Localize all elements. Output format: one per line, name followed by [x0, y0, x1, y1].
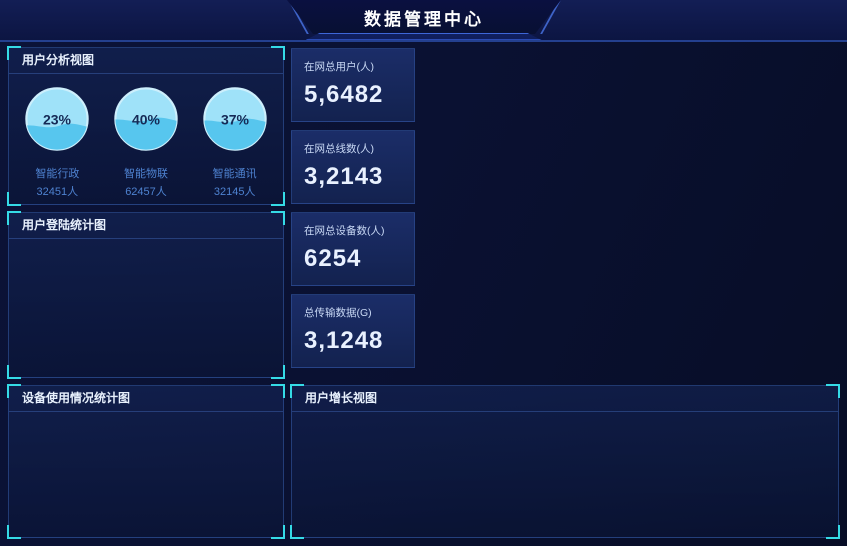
stat-label: 在网总线数(人)	[304, 143, 374, 155]
liquid-gauge: 23%	[15, 84, 99, 159]
gauge-label: 智能物联	[123, 168, 168, 180]
gauge-count: 62457人	[125, 186, 167, 198]
stat-value: 6254	[304, 245, 362, 272]
gauge-smart-iot: 40% 智能物联 62457人	[104, 84, 188, 199]
device-usage-bars	[9, 412, 283, 422]
gauge-smart-admin: 23% 智能行政 32451人	[15, 84, 99, 199]
corner-bracket	[271, 525, 285, 539]
gauge-label: 智能通讯	[212, 168, 257, 180]
stat-value: 5,6482	[304, 81, 384, 108]
page-title: 数据管理中心	[364, 9, 484, 29]
stat-card-total-devices: 在网总设备数(人) 6254	[291, 212, 415, 286]
panel-title: 设备使用情况统计图	[9, 386, 283, 412]
topbar: 数据管理中心	[0, 0, 847, 42]
stat-label: 在网总用户(人)	[304, 61, 374, 73]
panel-title: 用户增长视图	[292, 386, 838, 412]
header-title-block: 数据管理中心	[287, 0, 561, 34]
stat-card-total-data: 总传输数据(G) 3,1248	[291, 294, 415, 368]
stat-cards: 在网总用户(人) 5,6482 在网总线数(人) 3,2143 在网总设备数(人…	[291, 48, 415, 376]
growth-area-chart	[292, 412, 838, 414]
gauge-row: 23% 智能行政 32451人 40% 智能物联 62457人 37% 智能通讯…	[9, 74, 283, 199]
svg-text:37%: 37%	[221, 111, 250, 127]
gauge-smart-comm: 37% 智能通讯 32145人	[193, 84, 277, 199]
svg-text:23%: 23%	[43, 111, 72, 127]
corner-bracket	[7, 525, 21, 539]
liquid-gauge: 40%	[104, 84, 188, 159]
stat-value: 3,1248	[304, 327, 384, 354]
panel-title: 用户登陆统计图	[9, 213, 283, 239]
corner-bracket	[826, 525, 840, 539]
gauge-label: 智能行政	[35, 168, 80, 180]
stat-card-total-users: 在网总用户(人) 5,6482	[291, 48, 415, 122]
corner-bracket	[290, 525, 304, 539]
corner-bracket	[271, 192, 285, 206]
gauge-count: 32451人	[36, 186, 79, 198]
header-decoration	[306, 33, 542, 40]
stat-card-total-lines: 在网总线数(人) 3,2143	[291, 130, 415, 204]
panel-user-analysis: 用户分析视图 23% 智能行政 32451人 40% 智能物联 62457人 3…	[7, 46, 285, 206]
panel-user-growth: 用户增长视图	[290, 384, 840, 539]
panel-title: 用户分析视图	[9, 48, 283, 74]
stat-value: 3,2143	[304, 163, 384, 190]
svg-text:40%: 40%	[132, 111, 161, 127]
stat-label: 在网总设备数(人)	[304, 225, 385, 237]
panel-device-usage: 设备使用情况统计图	[7, 384, 285, 539]
stat-label: 总传输数据(G)	[304, 307, 372, 319]
gauge-count: 32145人	[213, 186, 256, 198]
region-map	[420, 40, 847, 378]
panel-login-stats: 用户登陆统计图	[7, 211, 285, 379]
liquid-gauge: 37%	[193, 84, 277, 159]
login-area-chart	[9, 239, 283, 241]
corner-bracket	[7, 192, 21, 206]
map-canvas	[420, 40, 847, 378]
corner-bracket	[7, 365, 21, 379]
corner-bracket	[271, 365, 285, 379]
